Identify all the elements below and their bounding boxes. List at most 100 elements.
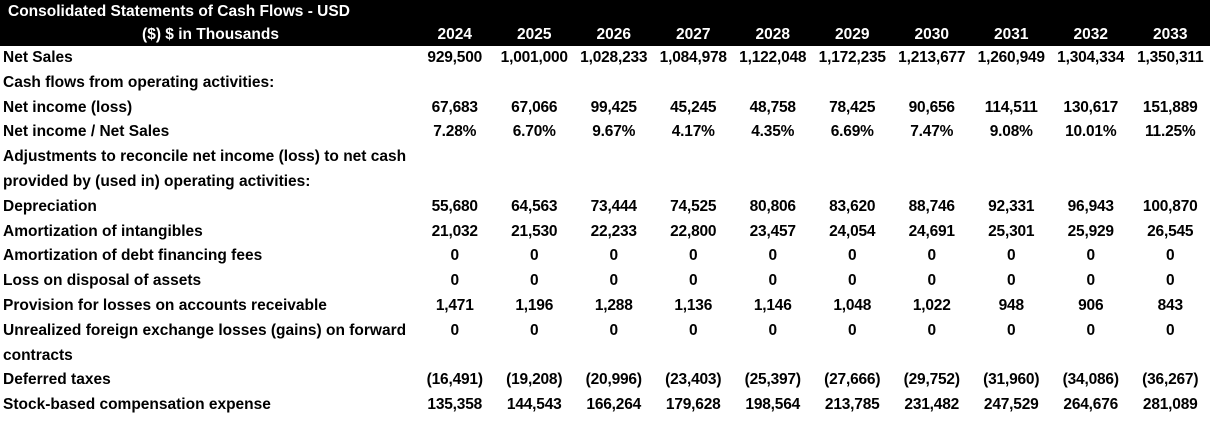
- title-line: ($) $ in Thousands: [142, 26, 279, 43]
- cell-value: 0: [848, 247, 857, 265]
- year-header: 2032: [1051, 0, 1131, 46]
- cell-value: 906: [1078, 296, 1104, 314]
- row-label: Cash flows from operating activities:: [3, 73, 275, 91]
- year-header: 2033: [1130, 0, 1210, 46]
- cell-value: 179,628: [665, 396, 721, 414]
- cell-value: 100,870: [1142, 197, 1198, 215]
- cell-value: 166,264: [586, 396, 642, 414]
- cell-value: 0: [689, 272, 698, 290]
- cell-value: 130,617: [1063, 98, 1119, 116]
- cell-value: 73,444: [590, 197, 637, 215]
- cell-value: 247,529: [983, 396, 1039, 414]
- cell-value: (31,960): [983, 371, 1040, 389]
- table-row: Adjustments to reconcile net income (los…: [0, 145, 1210, 195]
- cell-value: 0: [609, 247, 619, 265]
- cell-value: 929,500: [427, 49, 483, 66]
- cell-value: 231,482: [904, 396, 960, 414]
- cell-value: 1,350,311: [1137, 49, 1204, 66]
- cell-value: 88,746: [908, 197, 955, 215]
- cell-value: 144,543: [506, 396, 562, 414]
- table-row: Amortization of intangibles 21,032 21,530 2…: [0, 220, 1210, 245]
- cash-flow-table: Consolidated Statements of Cash Flows - …: [0, 0, 1210, 418]
- cell-value: 6.70%: [512, 123, 556, 141]
- empty-cells: [415, 71, 1210, 96]
- cell-value: 0: [768, 321, 778, 339]
- cell-value: 92,331: [988, 197, 1035, 215]
- cell-value: 9.08%: [989, 123, 1033, 141]
- row-label: Net income (loss): [3, 98, 133, 116]
- cell-value: 1,028,233: [580, 49, 648, 66]
- row-label: Unrealized foreign exchange losses (gain…: [3, 321, 407, 364]
- cell-value: 22,233: [590, 222, 637, 240]
- cell-value: 0: [1007, 321, 1016, 339]
- year-header: 2030: [892, 0, 972, 46]
- cell-value: 1,084,978: [659, 49, 727, 66]
- cell-value: 96,943: [1067, 197, 1114, 215]
- row-label: Amortization of intangibles: [3, 222, 203, 240]
- cell-value: 0: [1166, 272, 1175, 290]
- cell-value: 0: [1086, 247, 1096, 265]
- cell-value: 64,563: [511, 197, 558, 215]
- row-label: Amortization of debt financing fees: [3, 247, 263, 265]
- cell-value: 7.47%: [910, 123, 954, 141]
- cell-value: 23,457: [749, 222, 796, 240]
- cell-value: 281,089: [1142, 396, 1198, 414]
- cell-value: (25,397): [744, 371, 801, 389]
- year-header: 2024: [415, 0, 495, 46]
- table-row: Deferred taxes (16,491) (19,208) (20,996) (2…: [0, 368, 1210, 393]
- cell-value: 48,758: [749, 98, 796, 116]
- table-row: Loss on disposal of assets 0 0 0 0 0 0 0 0 0 0: [0, 269, 1210, 294]
- cell-value: 0: [1166, 321, 1175, 339]
- empty-cells: [415, 145, 1210, 195]
- row-label: Depreciation: [3, 197, 97, 215]
- cell-value: 1,260,949: [977, 49, 1045, 66]
- cell-value: 264,676: [1063, 396, 1119, 414]
- cell-value: 80,806: [749, 197, 796, 215]
- cell-value: 0: [1086, 272, 1096, 290]
- cell-value: (20,996): [585, 371, 642, 389]
- cell-value: 213,785: [824, 396, 880, 414]
- cell-value: 1,288: [594, 296, 633, 314]
- cell-value: 21,530: [511, 222, 558, 240]
- cell-value: 0: [609, 272, 619, 290]
- cell-value: 0: [530, 272, 539, 290]
- cell-value: (36,267): [1142, 371, 1199, 389]
- cell-value: 1,146: [753, 296, 792, 314]
- title-line: Consolidated Statements of Cash Flows - …: [8, 3, 350, 20]
- cell-value: 24,054: [829, 222, 876, 240]
- cell-value: 0: [848, 272, 857, 290]
- cell-value: 7.28%: [433, 123, 477, 141]
- cell-value: 0: [1086, 321, 1096, 339]
- row-label: Net Sales: [3, 49, 73, 66]
- cell-value: (34,086): [1062, 371, 1119, 389]
- table-row: Depreciation 55,680 64,563 73,444 74,525 80,8…: [0, 195, 1210, 220]
- row-label: Loss on disposal of assets: [3, 272, 202, 290]
- cell-value: 0: [927, 247, 937, 265]
- table-row: Unrealized foreign exchange losses (gain…: [0, 319, 1210, 369]
- cell-value: 0: [848, 321, 857, 339]
- cell-value: (23,403): [665, 371, 722, 389]
- cell-value: 1,136: [674, 296, 713, 314]
- table-body: Net Sales 929,500 1,001,000 1,028,233 1,084,…: [0, 46, 1210, 418]
- cell-value: 22,800: [670, 222, 717, 240]
- year-header: 2028: [733, 0, 813, 46]
- row-label: Stock-based compensation expense: [3, 396, 271, 414]
- cell-value: 4.35%: [751, 123, 795, 141]
- cell-value: 4.17%: [671, 123, 715, 141]
- cell-value: 45,245: [670, 98, 717, 116]
- cell-value: 25,301: [988, 222, 1035, 240]
- cell-value: 9.67%: [592, 123, 636, 141]
- row-label: Net income / Net Sales: [3, 123, 170, 141]
- row-label: Adjustments to reconcile net income (los…: [3, 148, 407, 190]
- cell-value: 0: [450, 272, 460, 290]
- cell-value: 99,425: [590, 98, 637, 116]
- cell-value: (27,666): [824, 371, 881, 389]
- cell-value: 11.25%: [1144, 123, 1196, 141]
- table-row: Net income / Net Sales 7.28% 6.70% 9.67% 4.1…: [0, 120, 1210, 145]
- cell-value: 0: [927, 321, 937, 339]
- cell-value: 1,172,235: [818, 49, 886, 66]
- cell-value: 198,564: [745, 396, 801, 414]
- cell-value: 1,001,000: [500, 49, 568, 66]
- table-row: Net Sales 929,500 1,001,000 1,028,233 1,084,…: [0, 46, 1210, 71]
